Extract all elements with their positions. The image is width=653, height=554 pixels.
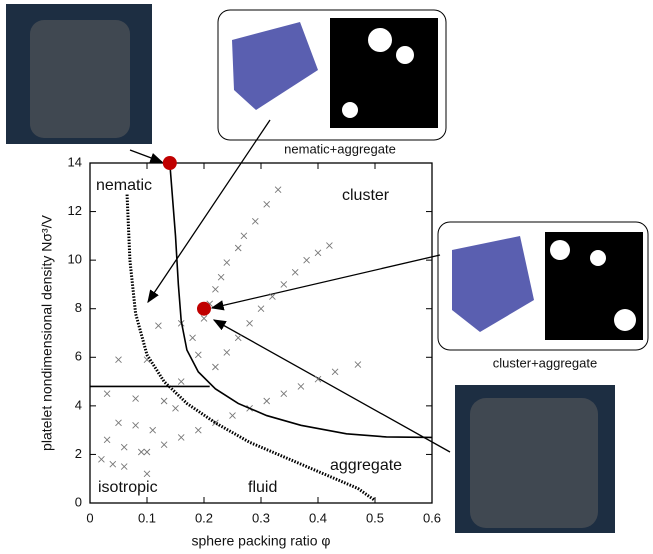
cross-marker: [110, 461, 116, 467]
cross-marker: [298, 383, 304, 389]
cross-marker: [247, 320, 253, 326]
cross-marker: [195, 427, 201, 433]
cross-marker: [178, 379, 184, 385]
cross-marker: [258, 306, 264, 312]
x-tick-label: 0.3: [252, 510, 270, 525]
cross-marker: [264, 201, 270, 207]
cross-marker: [161, 398, 167, 404]
region-label: nematic: [96, 177, 152, 194]
arrow: [212, 255, 440, 308]
cross-marker: [355, 362, 361, 368]
region-label: isotropic: [98, 479, 158, 496]
y-tick-label: 8: [75, 300, 82, 315]
region-label: fluid: [248, 479, 277, 496]
sphere: [342, 102, 358, 118]
cross-marker: [116, 420, 122, 426]
cross-marker: [201, 315, 207, 321]
x-tick-label: 0.2: [195, 510, 213, 525]
cross-marker: [264, 398, 270, 404]
cross-marker: [315, 250, 321, 256]
sphere: [590, 250, 606, 266]
cross-marker: [212, 364, 218, 370]
x-tick-label: 0: [86, 510, 93, 525]
cross-marker: [121, 444, 127, 450]
cross-marker: [218, 274, 224, 280]
cross-marker: [241, 233, 247, 239]
cross-marker: [190, 335, 196, 341]
boundary-line: [170, 163, 432, 437]
state-point: [197, 302, 211, 316]
cross-marker: [281, 281, 287, 287]
cross-marker: [150, 427, 156, 433]
sample: [30, 20, 130, 138]
sphere: [614, 309, 636, 331]
y-tick-label: 12: [68, 203, 82, 218]
cross-marker: [98, 456, 104, 462]
y-tick-label: 0: [75, 494, 82, 509]
sphere: [368, 28, 392, 52]
state-point: [163, 156, 177, 170]
cross-marker: [252, 218, 258, 224]
cross-marker: [173, 405, 179, 411]
cross-marker: [326, 243, 332, 249]
cross-marker: [155, 323, 161, 329]
cross-marker: [292, 269, 298, 275]
cross-marker: [195, 352, 201, 358]
x-tick-label: 0.5: [366, 510, 384, 525]
y-tick-label: 6: [75, 349, 82, 364]
inset-caption: nematic+aggregate: [284, 141, 396, 156]
cross-marker: [138, 449, 144, 455]
cross-marker: [224, 260, 230, 266]
sphere: [396, 46, 414, 64]
cross-marker: [230, 413, 236, 419]
cross-marker: [235, 245, 241, 251]
cross-marker: [281, 391, 287, 397]
cross-marker: [121, 464, 127, 470]
sphere: [550, 240, 570, 260]
figure: nematic+aggregate cluster+aggregate nema…: [0, 0, 653, 554]
y-tick-label: 2: [75, 446, 82, 461]
arrow: [214, 320, 450, 452]
cross-marker: [212, 286, 218, 292]
cross-marker: [133, 422, 139, 428]
arrow: [130, 150, 162, 162]
y-tick-label: 10: [68, 252, 82, 267]
y-tick-label: 4: [75, 397, 82, 412]
cross-marker: [116, 357, 122, 363]
cross-marker: [144, 449, 150, 455]
cross-marker: [304, 257, 310, 263]
sample: [470, 398, 598, 528]
x-tick-label: 0.4: [309, 510, 327, 525]
inset-caption: cluster+aggregate: [493, 355, 597, 370]
x-axis-label: sphere packing ratio φ: [191, 533, 330, 549]
x-tick-label: 0.6: [423, 510, 441, 525]
cross-marker: [133, 396, 139, 402]
arrow: [148, 120, 270, 302]
cross-marker: [161, 442, 167, 448]
cross-marker: [224, 349, 230, 355]
cross-marker: [144, 471, 150, 477]
spinodal-line: [127, 195, 375, 501]
cross-marker: [332, 369, 338, 375]
x-tick-label: 0.1: [138, 510, 156, 525]
cross-marker: [104, 391, 110, 397]
cross-marker: [275, 187, 281, 193]
cross-marker: [178, 434, 184, 440]
region-label: aggregate: [330, 457, 402, 474]
y-tick-label: 14: [68, 154, 82, 169]
region-label: cluster: [342, 187, 390, 204]
y-axis-label: platelet nondimensional density Nσ³/V: [39, 214, 55, 451]
cross-marker: [235, 335, 241, 341]
cross-marker: [104, 437, 110, 443]
